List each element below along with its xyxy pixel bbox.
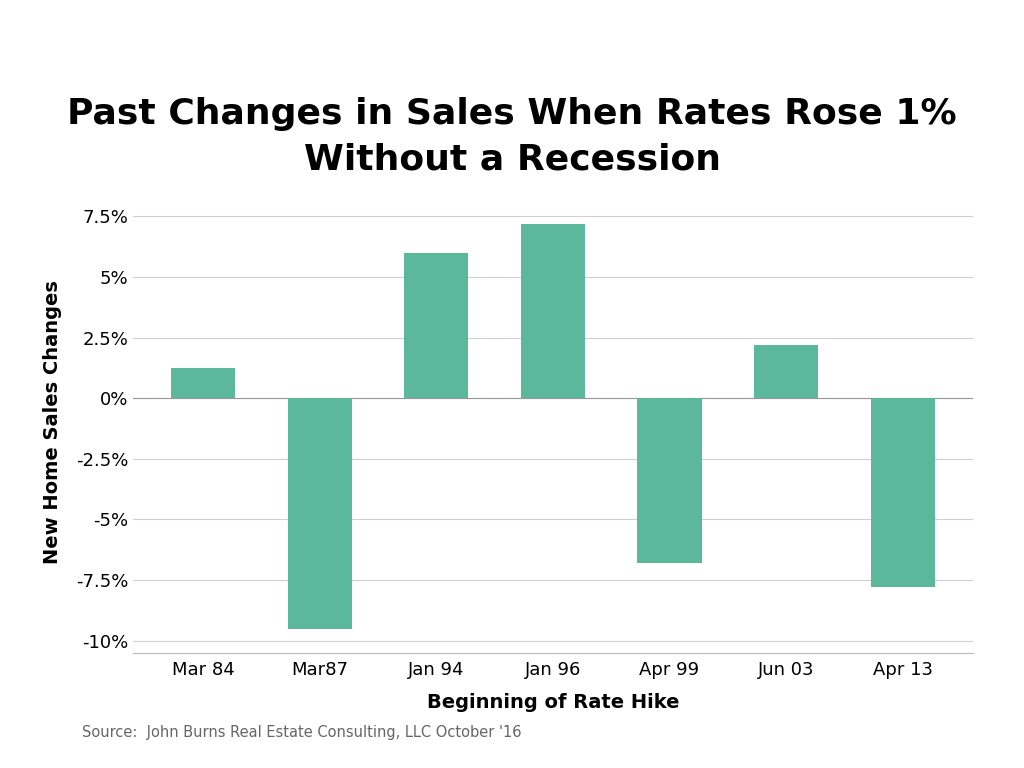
Text: Past Changes in Sales When Rates Rose 1%: Past Changes in Sales When Rates Rose 1% (68, 97, 956, 131)
X-axis label: Beginning of Rate Hike: Beginning of Rate Hike (427, 693, 679, 712)
Bar (171, 368, 236, 398)
Bar (288, 398, 352, 628)
Bar (638, 398, 701, 563)
Text: Source:  John Burns Real Estate Consulting, LLC October '16: Source: John Burns Real Estate Consultin… (82, 725, 521, 740)
Y-axis label: New Home Sales Changes: New Home Sales Changes (43, 280, 62, 564)
Bar (404, 253, 468, 398)
Bar (754, 345, 818, 398)
Bar (521, 223, 585, 398)
Bar (870, 398, 935, 588)
Text: Without a Recession: Without a Recession (303, 143, 721, 177)
